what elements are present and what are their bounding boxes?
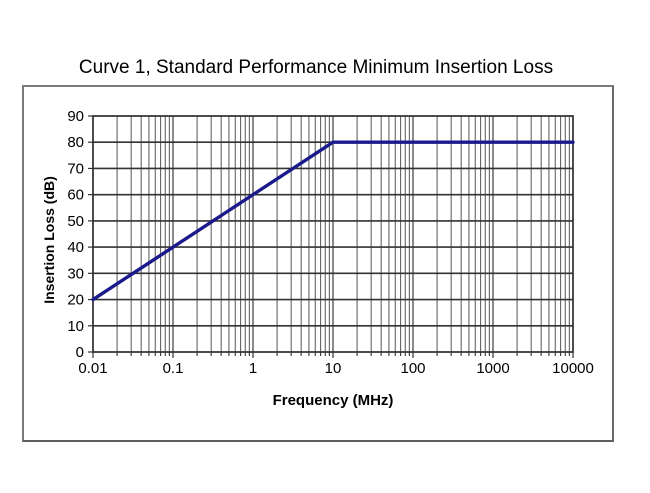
series-line-curve-1 bbox=[91, 140, 575, 302]
y-tick-label: 10 bbox=[67, 318, 84, 335]
y-tick-label: 70 bbox=[67, 160, 84, 177]
y-tick-label: 20 bbox=[67, 292, 84, 309]
y-tick-label: 80 bbox=[67, 134, 84, 151]
y-tick-label: 50 bbox=[67, 213, 84, 230]
y-tick-label: 0 bbox=[76, 344, 84, 361]
x-tick-label: 10000 bbox=[552, 360, 594, 377]
x-axis-label: Frequency (MHz) bbox=[272, 392, 394, 409]
chart-outer-frame bbox=[22, 85, 614, 442]
y-axis-label: Insertion Loss (dB) bbox=[41, 176, 57, 304]
x-tick-label: 0.1 bbox=[163, 360, 184, 377]
y-tick-label: 30 bbox=[67, 265, 84, 282]
y-tick-label: 40 bbox=[67, 239, 84, 256]
x-tick-label: 1 bbox=[249, 360, 257, 377]
x-tick-label: 100 bbox=[400, 360, 425, 377]
y-tick-label: 60 bbox=[67, 187, 84, 204]
x-tick-label: 0.01 bbox=[78, 360, 107, 377]
plot-frame bbox=[92, 115, 574, 353]
x-tick-label: 1000 bbox=[476, 360, 509, 377]
x-tick-label: 10 bbox=[325, 360, 342, 377]
chart-title: Curve 1, Standard Performance Minimum In… bbox=[78, 57, 554, 78]
y-tick-label: 90 bbox=[67, 108, 84, 125]
